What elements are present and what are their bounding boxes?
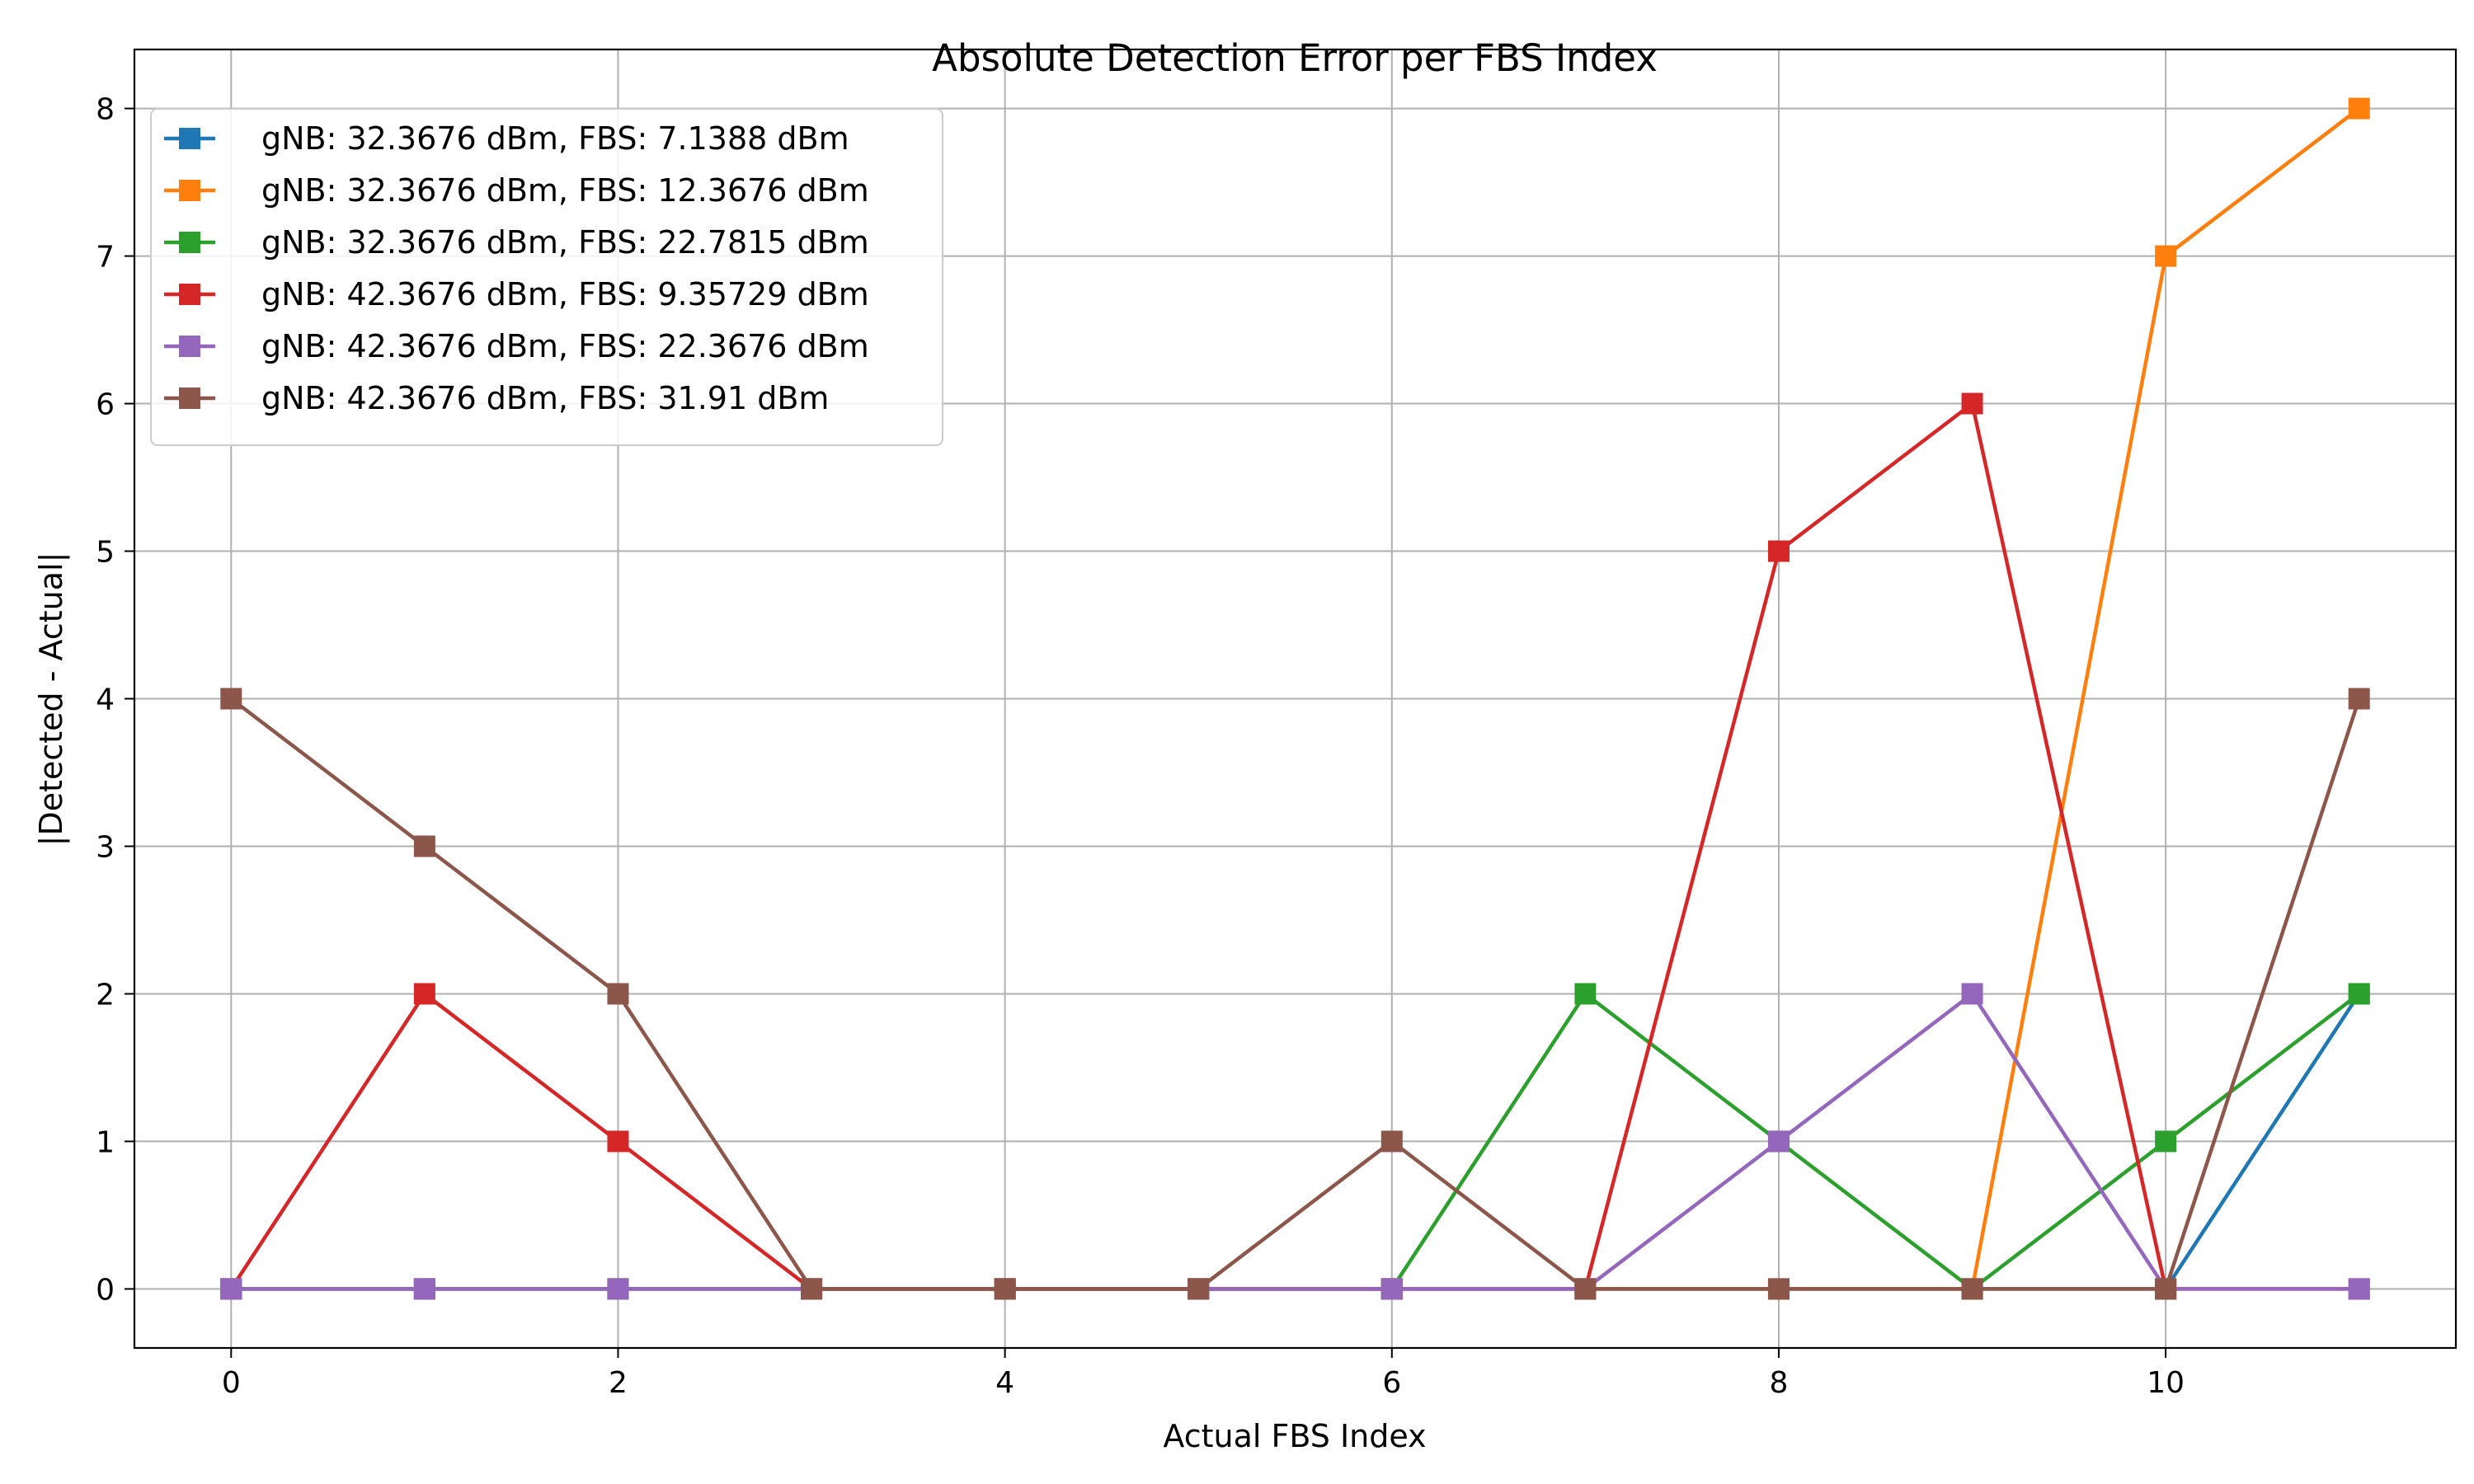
data-point <box>1188 1278 1210 1300</box>
legend-item: gNB: 32.3676 dBm, FBS: 12.3676 dBm <box>164 172 869 209</box>
tick-layer: 0 2 4 6 8 10 0 1 2 3 4 5 6 7 8 <box>96 93 2185 1400</box>
data-point <box>607 983 629 1005</box>
data-point <box>1380 1278 1403 1300</box>
data-point <box>1767 540 1790 562</box>
legend-marker <box>179 232 200 253</box>
x-tick-label: 6 <box>1382 1366 1401 1400</box>
data-point <box>413 983 435 1005</box>
data-point <box>1767 1278 1790 1300</box>
y-axis-label: |Detected - Actual| <box>33 552 70 847</box>
x-tick-label: 4 <box>995 1366 1014 1400</box>
data-point <box>2155 245 2177 267</box>
data-point <box>1380 1130 1403 1153</box>
x-tick-label: 0 <box>222 1366 241 1400</box>
data-point <box>2348 1278 2370 1300</box>
data-point <box>2348 688 2370 710</box>
legend-item: gNB: 42.3676 dBm, FBS: 31.91 dBm <box>164 380 829 416</box>
x-tick-label: 8 <box>1770 1366 1789 1400</box>
series-line <box>231 992 2359 1291</box>
data-point <box>1574 1278 1597 1300</box>
data-point <box>994 1278 1016 1300</box>
series-layer <box>220 97 2370 1300</box>
data-point <box>1961 983 1983 1005</box>
y-tick-label: 3 <box>96 830 115 864</box>
legend-label: gNB: 32.3676 dBm, FBS: 12.3676 dBm <box>261 172 869 209</box>
y-tick-label: 2 <box>96 978 115 1012</box>
data-point <box>1574 983 1597 1005</box>
legend-item: gNB: 42.3676 dBm, FBS: 22.3676 dBm <box>164 328 869 364</box>
legend-item: gNB: 32.3676 dBm, FBS: 22.7815 dBm <box>164 224 869 261</box>
y-tick-label: 4 <box>96 683 115 717</box>
data-point <box>220 1278 242 1300</box>
legend-item: gNB: 32.3676 dBm, FBS: 7.1388 dBm <box>164 120 849 157</box>
data-point <box>607 1278 629 1300</box>
data-point <box>801 1278 823 1300</box>
y-tick-label: 8 <box>96 93 115 127</box>
legend-marker <box>179 387 200 409</box>
legend-box <box>150 108 943 446</box>
y-tick-label: 1 <box>96 1125 115 1159</box>
legend-label: gNB: 32.3676 dBm, FBS: 22.7815 dBm <box>261 224 869 261</box>
x-axis-label: Actual FBS Index <box>1163 1418 1426 1454</box>
data-point <box>2348 97 2370 120</box>
legend-marker <box>179 284 200 305</box>
data-point <box>413 1278 435 1300</box>
data-point <box>607 1130 629 1153</box>
legend-label: gNB: 42.3676 dBm, FBS: 31.91 dBm <box>261 380 829 416</box>
legend-label: gNB: 42.3676 dBm, FBS: 9.35729 dBm <box>261 276 869 312</box>
legend-label: gNB: 42.3676 dBm, FBS: 22.3676 dBm <box>261 328 869 364</box>
x-tick-label: 10 <box>2147 1366 2185 1400</box>
legend-marker <box>179 336 200 357</box>
y-tick-label: 7 <box>96 241 115 275</box>
chart-title: Absolute Detection Error per FBS Index <box>932 36 1658 80</box>
data-point <box>2155 1130 2177 1153</box>
legend: gNB: 32.3676 dBm, FBS: 7.1388 dBm gNB: 32… <box>150 108 943 446</box>
y-tick-label: 0 <box>96 1273 115 1307</box>
legend-label: gNB: 32.3676 dBm, FBS: 7.1388 dBm <box>261 120 849 157</box>
data-point <box>413 835 435 857</box>
series-line <box>229 697 2361 1291</box>
data-point <box>1767 1130 1790 1153</box>
y-tick-label: 6 <box>96 388 115 422</box>
y-tick-label: 5 <box>96 536 115 570</box>
data-point <box>1961 392 1983 415</box>
legend-item: gNB: 42.3676 dBm, FBS: 9.35729 dBm <box>164 276 869 312</box>
data-point <box>1961 1278 1983 1300</box>
series-6 <box>220 688 2370 1300</box>
legend-marker <box>179 180 200 201</box>
data-point <box>2348 983 2370 1005</box>
data-point <box>2155 1278 2177 1300</box>
x-tick-label: 2 <box>609 1366 628 1400</box>
data-point <box>220 688 242 710</box>
legend-marker <box>179 128 200 149</box>
